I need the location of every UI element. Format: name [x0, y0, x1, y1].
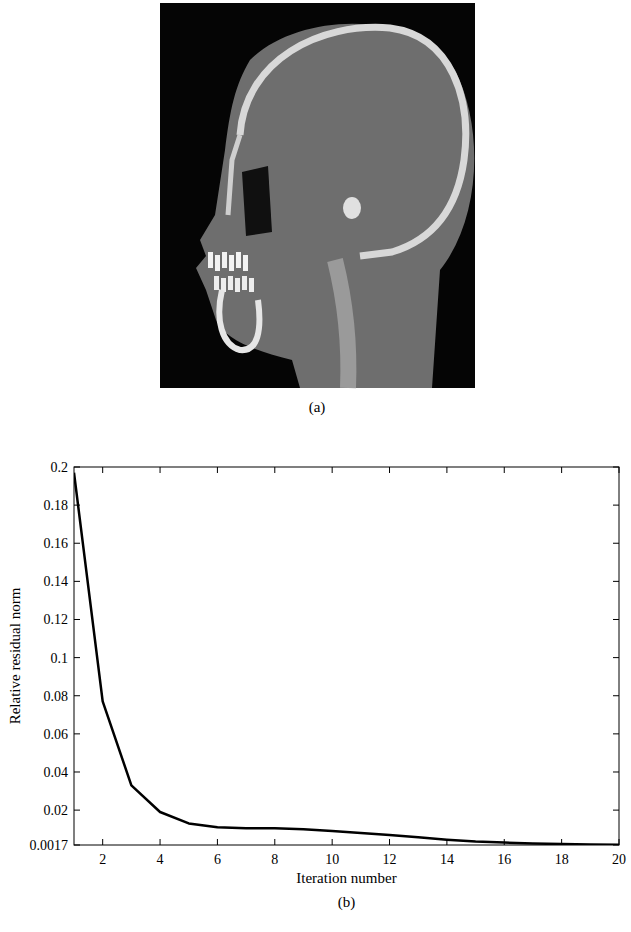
plot-area: [74, 473, 619, 845]
x-axis-title: Iteration number: [296, 870, 396, 886]
y-tick-right: [613, 619, 619, 620]
tooth: [229, 255, 234, 271]
y-tick-label: 0.14: [44, 574, 69, 589]
x-tick: [389, 839, 390, 845]
x-tick-top: [446, 467, 447, 473]
y-tick-label: 0.02: [44, 803, 69, 818]
y-tick: [74, 657, 80, 658]
plot-frame: [74, 467, 619, 845]
tooth: [249, 278, 254, 292]
spine: [335, 260, 348, 388]
y-tick-label: 0.1: [51, 651, 69, 666]
y-tick: [74, 733, 80, 734]
y-tick-right: [613, 543, 619, 544]
x-tick-label: 2: [99, 852, 106, 867]
x-tick-top: [561, 467, 562, 473]
tooth: [214, 276, 219, 290]
x-tick-label: 20: [612, 852, 626, 867]
y-tick-right: [613, 733, 619, 734]
x-tick-top: [504, 467, 505, 473]
panel-caption: (a): [309, 399, 326, 416]
x-tick-label: 16: [497, 852, 511, 867]
y-tick-right: [613, 505, 619, 506]
y-tick-label: 0.06: [44, 727, 69, 742]
y-tick: [74, 581, 80, 582]
y-tick-right: [613, 695, 619, 696]
y-tick-label: 0.12: [44, 612, 69, 627]
tooth: [228, 276, 233, 290]
x-tick-label: 10: [325, 852, 339, 867]
x-tick-top: [389, 467, 390, 473]
x-tick: [332, 839, 333, 845]
face-bone: [228, 135, 240, 215]
y-tick-right: [613, 581, 619, 582]
tooth: [236, 252, 241, 268]
y-tick-label: 0.2: [51, 460, 69, 475]
y-tick-label: 0.18: [44, 498, 69, 513]
y-axis-title: Relative residual norm: [7, 587, 23, 724]
x-tick-top: [274, 467, 275, 473]
y-tick-label: 0.08: [44, 689, 69, 704]
y-tick: [74, 619, 80, 620]
x-tick-top: [102, 467, 103, 473]
x-tick-label: 6: [214, 852, 221, 867]
y-tick: [74, 543, 80, 544]
x-tick-label: 8: [271, 852, 278, 867]
x-tick-label: 18: [555, 852, 569, 867]
y-tick-right: [613, 657, 619, 658]
tooth: [221, 278, 226, 292]
skull-bone: [240, 27, 466, 256]
x-tick: [274, 839, 275, 845]
x-tick: [102, 839, 103, 845]
y-tick: [74, 810, 80, 811]
residual-line: [74, 473, 619, 845]
tooth: [222, 252, 227, 268]
figure: (a) 2 4 6 8 10 12 14 16 18 20 0.0017 0.02 0.04 0.06 0.0…: [0, 0, 631, 932]
x-tick-top: [160, 467, 161, 473]
sinus: [242, 166, 272, 236]
head-tissue: [196, 24, 474, 388]
y-tick: [74, 695, 80, 696]
x-tick-top: [332, 467, 333, 473]
x-tick-label: 12: [383, 852, 397, 867]
tooth: [235, 278, 240, 292]
x-tick-label: 14: [440, 852, 454, 867]
y-tick-label: 0.04: [44, 765, 69, 780]
tooth: [243, 255, 248, 271]
x-tick-top: [217, 467, 218, 473]
y-tick-label: 0.16: [44, 536, 69, 551]
jaw-bone: [219, 290, 259, 350]
axes: 2 4 6 8 10 12 14 16 18 20 0.0017 0.02 0.04 0.06 0.08 0.…: [30, 460, 627, 867]
image-background: [160, 3, 475, 388]
y-tick-label: 0.0017: [30, 838, 69, 853]
tooth: [208, 252, 213, 268]
x-tick: [217, 839, 218, 845]
ct-image: [160, 3, 475, 388]
y-tick-right: [613, 771, 619, 772]
tooth: [242, 276, 247, 290]
x-tick: [160, 839, 161, 845]
ear-bone: [343, 197, 361, 219]
tooth: [215, 255, 220, 271]
x-tick-label: 4: [157, 852, 164, 867]
panel-caption: (b): [338, 894, 356, 911]
y-tick: [74, 771, 80, 772]
y-tick-right: [613, 810, 619, 811]
